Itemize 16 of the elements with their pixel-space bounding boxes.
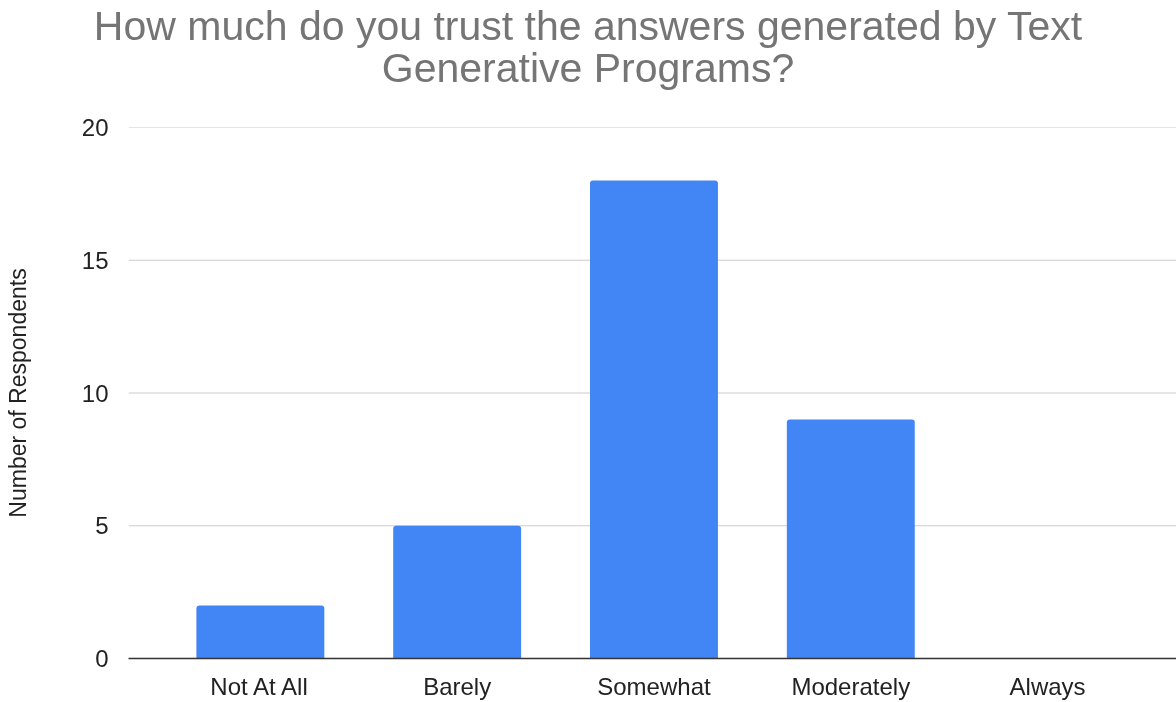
y-tick-label: 5 bbox=[95, 512, 109, 540]
x-tick-label: Not At All bbox=[210, 672, 308, 700]
y-tick-label: 15 bbox=[81, 246, 109, 274]
bar bbox=[786, 419, 915, 659]
x-tick-label: Somewhat bbox=[597, 672, 711, 700]
y-axis-title: Number of Respondents bbox=[4, 268, 31, 518]
y-tick-label: 20 bbox=[81, 114, 109, 141]
bar bbox=[196, 605, 325, 659]
bar bbox=[590, 180, 718, 659]
x-tick-label: Always bbox=[1009, 672, 1086, 700]
x-tick-label: Barely bbox=[423, 672, 492, 700]
chart-title: How much do you trust the answers generated by Text Generative Programs? bbox=[92, 2, 1084, 89]
y-tick-label: 0 bbox=[95, 645, 109, 672]
y-tick-label: 10 bbox=[81, 379, 109, 407]
x-tick-label: Moderately bbox=[791, 672, 911, 700]
bar bbox=[393, 525, 522, 659]
